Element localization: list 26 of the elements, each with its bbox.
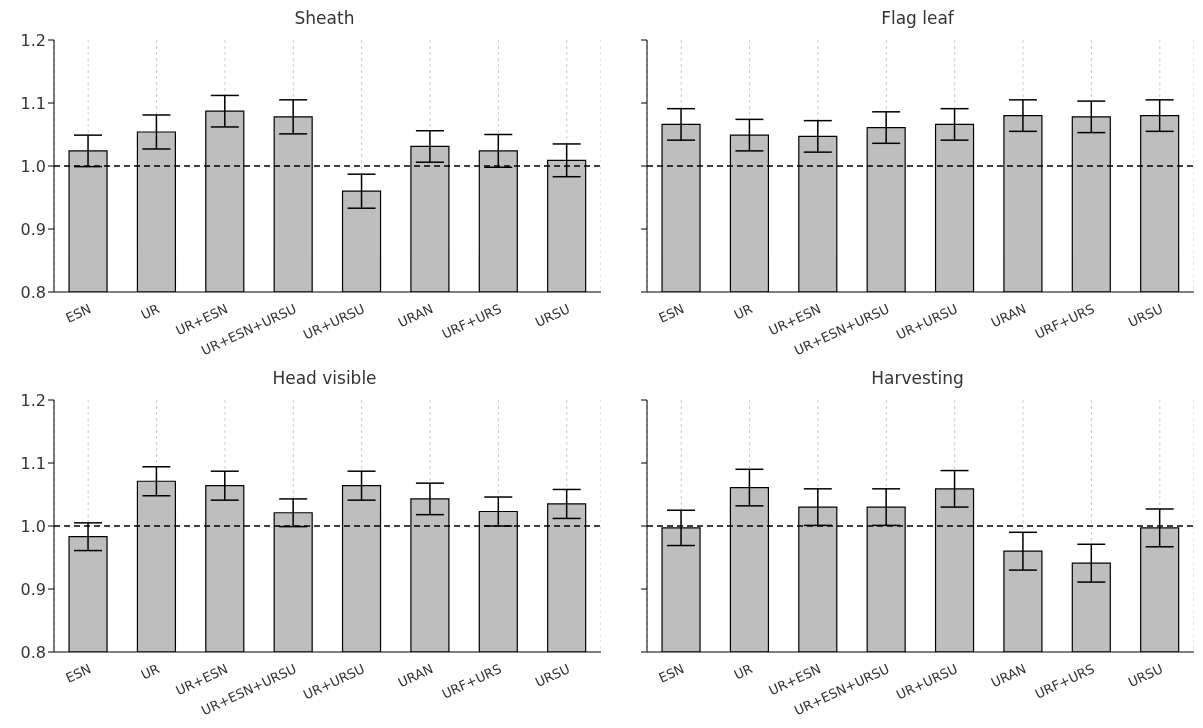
- y-tick-label: 0.9: [20, 219, 46, 239]
- x-tick-label: URSU: [532, 661, 573, 691]
- x-tick-label: UR: [138, 301, 162, 323]
- y-tick-label: 0.8: [20, 282, 46, 302]
- x-tick-label: URSU: [532, 301, 573, 331]
- x-tick-label: URSU: [1125, 301, 1166, 331]
- x-tick-label: UR: [138, 661, 162, 683]
- y-tick-label: 1.2: [20, 30, 46, 50]
- x-tick-label: ESN: [63, 301, 94, 326]
- chart-title: Harvesting: [870, 368, 965, 390]
- chart-title: Flag leaf: [880, 8, 955, 30]
- y-tick-label: 1.2: [20, 390, 46, 410]
- y-tick-label: 0.9: [20, 579, 46, 599]
- x-tick-label: ESN: [656, 301, 687, 326]
- x-tick-label: ESN: [656, 661, 687, 686]
- x-tick-label: URSU: [1125, 661, 1166, 691]
- chart-title: Sheath: [293, 8, 356, 30]
- x-tick-label: UR: [731, 301, 755, 323]
- y-tick-label: 1.0: [20, 156, 46, 176]
- y-tick-label: 1.1: [20, 453, 46, 473]
- y-tick-label: 1.0: [20, 516, 46, 536]
- chart-title: Head visible: [271, 368, 378, 390]
- x-tick-label: ESN: [63, 661, 94, 686]
- x-tick-label: UR: [731, 661, 755, 683]
- y-tick-label: 0.8: [20, 642, 46, 662]
- y-tick-label: 1.1: [20, 93, 46, 113]
